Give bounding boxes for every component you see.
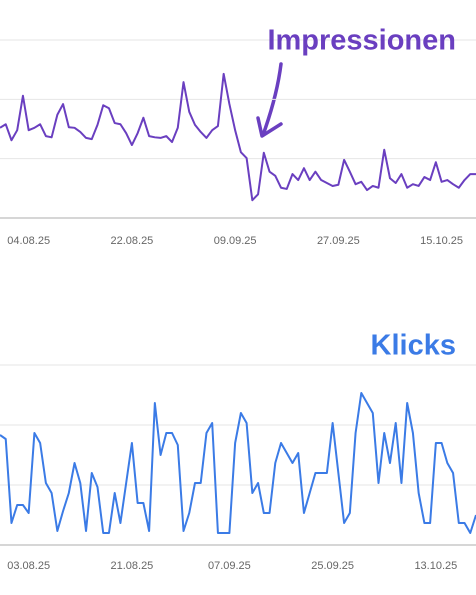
x-tick-label: 27.09.25 <box>317 235 360 247</box>
data-line <box>0 392 476 534</box>
annotation: Impressionen <box>267 25 456 57</box>
x-tick-label: 03.08.25 <box>7 560 50 572</box>
x-tick-label: 25.09.25 <box>311 560 354 572</box>
x-tick-label: 04.08.25 <box>7 235 50 247</box>
x-tick-label: 22.08.25 <box>110 235 153 247</box>
annotation-arrowhead <box>256 116 283 138</box>
x-tick-label: 07.09.25 <box>208 560 251 572</box>
x-tick-label: 21.08.25 <box>110 560 153 572</box>
x-tick-label: 15.10.25 <box>420 235 463 247</box>
x-tick-label: 09.09.25 <box>214 235 257 247</box>
x-tick-label: 13.10.25 <box>414 560 457 572</box>
annotation: Klicks <box>371 330 456 362</box>
data-line <box>0 72 476 202</box>
